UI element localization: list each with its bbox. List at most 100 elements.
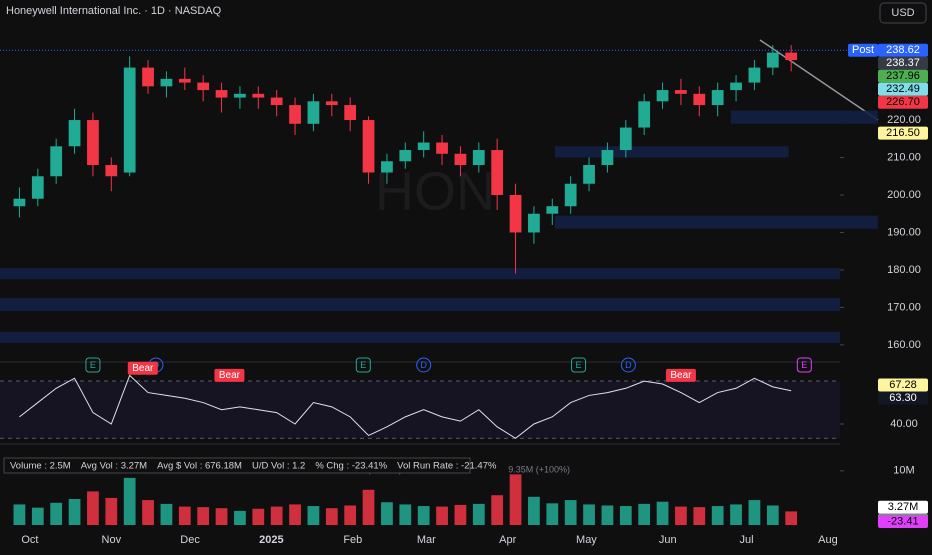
stats-item: Avg $ Vol : 676.18M: [157, 461, 242, 472]
volume-bar: [197, 507, 210, 525]
x-tick-label: Jun: [659, 534, 677, 546]
currency[interactable]: USD: [891, 7, 914, 19]
candle-body: [656, 90, 669, 102]
candle-body: [325, 101, 338, 106]
price-label: 3.27M: [888, 501, 919, 513]
candle-body: [583, 165, 595, 184]
x-tick-label: May: [576, 534, 597, 546]
candle-body: [197, 82, 210, 91]
candle-body: [234, 93, 246, 98]
change-tag: [878, 515, 928, 528]
bear-tag: [665, 368, 696, 382]
volume-bar: [436, 506, 448, 525]
candle-body: [436, 142, 448, 154]
price-label: 226.70: [886, 96, 920, 108]
price-label: 232.49: [886, 83, 920, 95]
volume-bar: [362, 489, 375, 525]
zone: [554, 215, 878, 229]
price-label-bg: [878, 378, 928, 392]
watermark: HON: [375, 161, 495, 221]
volume-bar: [142, 500, 154, 525]
candle-body: [711, 90, 724, 106]
stats-bg: [3, 457, 471, 474]
candle-body: [123, 67, 136, 173]
event-icon: [355, 357, 371, 373]
volume-bar: [748, 500, 761, 525]
y-tick-label: 200.00: [887, 189, 921, 201]
candle-body: [785, 52, 798, 61]
stats-item: Avg Vol : 3.27M: [81, 461, 147, 472]
price-label-bg: [878, 69, 928, 83]
event-icon: [620, 357, 636, 373]
candle-body: [178, 78, 191, 83]
candle-body: [638, 101, 651, 128]
candle-body: [50, 146, 63, 177]
bear-tag: [127, 361, 158, 375]
event-label: D: [625, 360, 632, 370]
x-tick-label: Nov: [102, 534, 122, 546]
candle-body: [344, 105, 357, 121]
currency-button[interactable]: [879, 2, 927, 24]
volume-bar: [325, 508, 338, 525]
y-tick-label: 160.00: [887, 339, 921, 351]
volume-bar: [785, 511, 798, 525]
volume-bar: [178, 506, 191, 525]
volume-bar: [472, 503, 485, 525]
candle-body: [160, 78, 173, 87]
price-label-bg: [878, 126, 928, 140]
candle-body: [509, 194, 522, 233]
volume-bar: [289, 504, 301, 525]
stats-item: Volume : 2.5M: [10, 461, 71, 472]
candle-body: [87, 120, 99, 166]
candle-body: [362, 120, 375, 173]
candle-body: [142, 67, 154, 87]
candle-body: [546, 206, 559, 214]
candle-body: [31, 176, 44, 199]
y-tick-label: 190.00: [887, 226, 921, 238]
candle-body: [528, 213, 540, 233]
bear-label: Bear: [219, 370, 241, 381]
price-label-bg: [878, 391, 928, 405]
volume-bar: [50, 502, 63, 525]
volume-bar: [234, 510, 246, 525]
candle-body: [307, 101, 320, 124]
volume-bar: [693, 507, 706, 525]
volume-bar: [730, 504, 742, 525]
y-tick-label: 180.00: [887, 264, 921, 276]
candle-body: [68, 120, 81, 147]
volume-bar: [105, 497, 118, 525]
volume-bar: [87, 491, 99, 525]
x-tick-label: Dec: [180, 534, 200, 546]
volume-bar: [601, 505, 614, 525]
price-label: 238.37: [886, 57, 920, 69]
x-tick-label: Aug: [818, 534, 838, 546]
event-icon: [571, 357, 587, 373]
rsi-line: [19, 374, 792, 439]
x-tick-label: 2025: [259, 534, 283, 546]
price-label-bg: [878, 95, 928, 109]
candle-body: [472, 150, 485, 166]
candle-body: [766, 52, 779, 68]
volume-bar: [675, 506, 687, 525]
x-tick-label: Mar: [417, 534, 436, 546]
candle-body: [675, 90, 687, 94]
bear-label: Bear: [132, 363, 154, 374]
price-label-bg: [878, 56, 928, 70]
volume-bar: [454, 504, 467, 525]
price-label: 237.96: [886, 70, 920, 82]
volume-bar: [564, 500, 577, 525]
zone: [0, 298, 840, 312]
volume-bar: [583, 504, 595, 525]
post-tag: [848, 43, 878, 57]
candle-body: [215, 90, 228, 98]
volume-bar: [399, 504, 412, 525]
projection-line: [759, 39, 879, 121]
y-tick-label: 10M: [893, 465, 914, 477]
candle-body: [105, 165, 118, 177]
candle-body: [693, 93, 706, 106]
price-label-bg: [878, 82, 928, 96]
candle-body: [381, 161, 393, 173]
volume-bar: [68, 499, 81, 525]
y-tick-label: 210.00: [887, 151, 921, 163]
